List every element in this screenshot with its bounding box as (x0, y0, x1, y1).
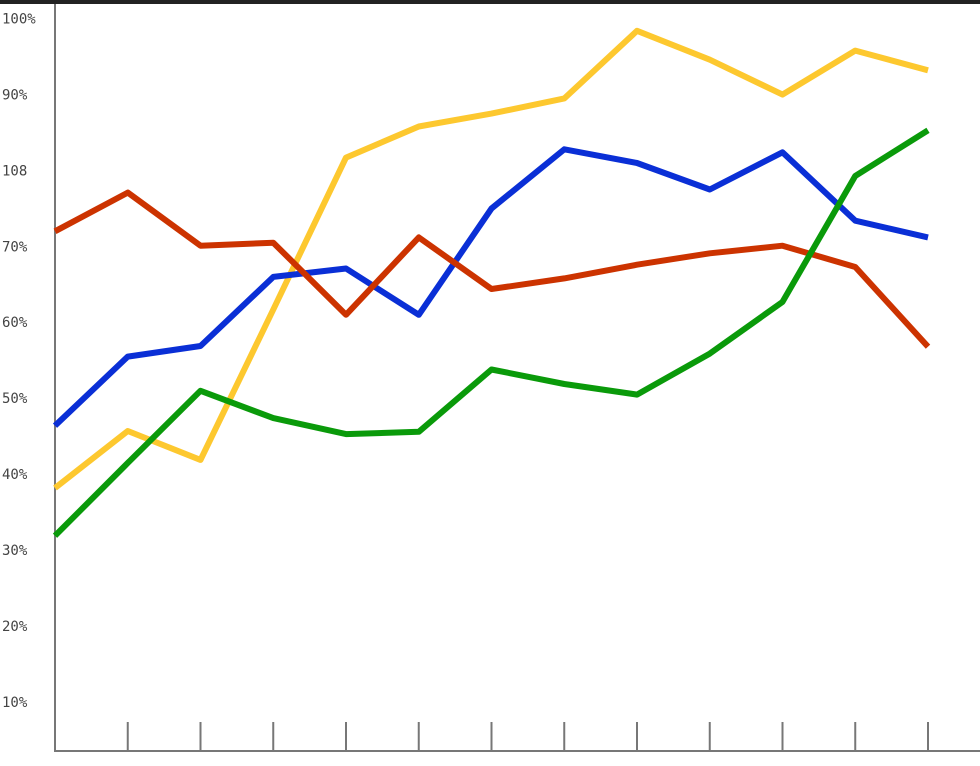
top-bar (0, 0, 980, 4)
y-tick-label: 30% (2, 543, 28, 559)
y-tick-label: 50% (2, 391, 28, 407)
series-line (52, 146, 929, 428)
y-tick-label: 108 (2, 163, 27, 179)
y-tick-label: 20% (2, 619, 28, 635)
series-line (53, 27, 929, 491)
y-tick-label: 90% (2, 87, 28, 103)
y-tick-label: 60% (2, 315, 28, 331)
series-line (52, 127, 930, 538)
y-tick-label: 40% (2, 467, 28, 483)
series-line (53, 189, 931, 349)
y-tick-label: 10% (2, 695, 28, 711)
y-tick-label: 70% (2, 239, 28, 255)
y-tick-label: 100% (2, 11, 36, 27)
